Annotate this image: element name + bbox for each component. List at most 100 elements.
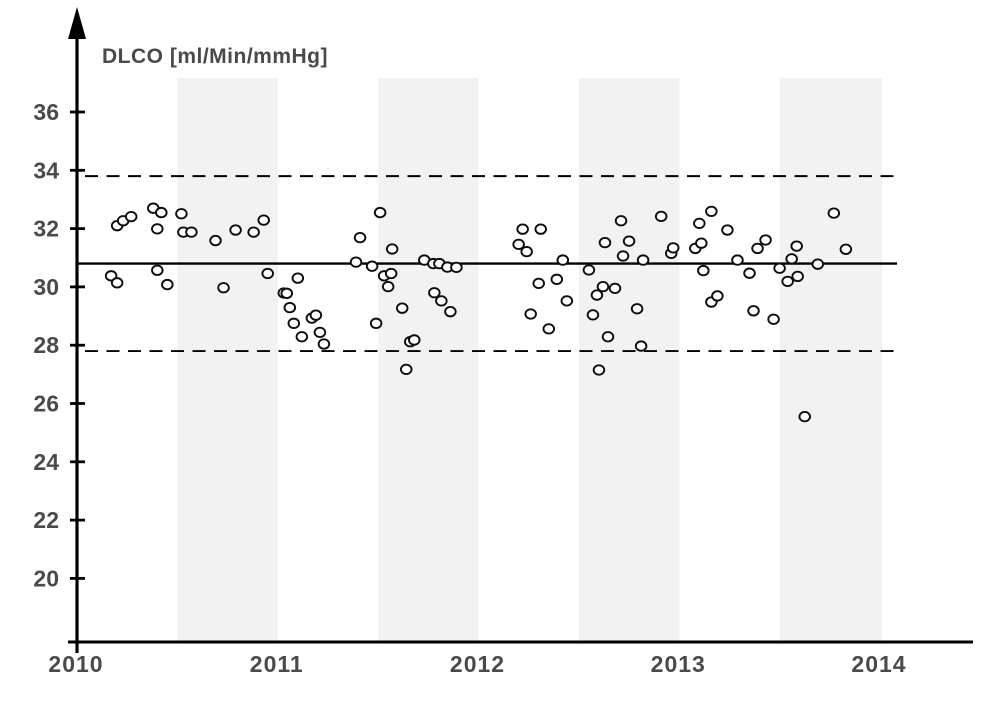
half-year-band <box>177 78 278 642</box>
x-year-label: 2012 <box>450 651 505 677</box>
y-tick-label: 26 <box>33 391 59 417</box>
data-point <box>773 262 786 274</box>
data-point <box>280 287 294 299</box>
data-point <box>124 210 138 223</box>
data-point <box>767 313 780 325</box>
data-point <box>317 338 331 350</box>
data-point <box>209 234 222 247</box>
data-point <box>596 280 610 293</box>
data-point <box>693 217 706 230</box>
data-point <box>666 242 680 254</box>
y-axis-arrowhead <box>68 7 86 39</box>
data-point <box>622 235 636 247</box>
x-year-label: 2011 <box>250 651 304 677</box>
data-point <box>582 264 596 276</box>
data-point <box>261 267 274 280</box>
data-point <box>542 323 556 335</box>
data-point <box>373 206 387 219</box>
y-tick-label: 20 <box>33 565 59 591</box>
data-point <box>435 295 448 307</box>
x-year-label: 2013 <box>651 651 706 677</box>
data-point <box>560 295 574 307</box>
data-point <box>369 317 383 329</box>
data-point <box>229 224 242 236</box>
data-point <box>556 254 570 266</box>
data-point <box>217 282 230 294</box>
data-point <box>512 238 525 250</box>
data-point <box>313 326 327 339</box>
shaded-half-year-bands <box>177 78 883 642</box>
data-point <box>520 245 533 258</box>
y-tick-label: 24 <box>33 449 59 475</box>
control-limit-dashed-lines <box>85 175 896 352</box>
data-point <box>385 243 399 255</box>
data-point <box>450 261 463 274</box>
data-point <box>283 301 297 314</box>
data-point <box>247 226 260 238</box>
data-point <box>811 258 825 270</box>
data-point <box>695 237 708 249</box>
data-point <box>839 243 853 255</box>
data-point <box>532 277 545 290</box>
data-point <box>353 231 367 244</box>
data-point <box>630 303 644 315</box>
half-year-band <box>578 78 680 642</box>
data-point <box>399 363 413 376</box>
y-tick-label: 30 <box>33 274 59 300</box>
data-point <box>384 267 398 280</box>
data-point <box>697 264 710 277</box>
x-year-label: 2014 <box>851 651 906 677</box>
y-tick-label: 34 <box>33 157 59 183</box>
data-point <box>827 207 841 219</box>
data-point <box>534 223 547 235</box>
axes <box>68 7 973 653</box>
data-point <box>287 317 301 329</box>
data-point <box>590 289 604 301</box>
data-point <box>731 254 744 266</box>
chart-title: DLCO [ml/Min/mmHg] <box>102 45 328 68</box>
data-point <box>598 236 612 249</box>
data-point <box>295 331 309 343</box>
data-point <box>550 273 564 285</box>
data-point <box>751 242 764 255</box>
data-point <box>743 267 756 279</box>
data-point <box>110 277 124 289</box>
y-tick-label: 28 <box>33 332 59 358</box>
data-point <box>185 226 198 238</box>
y-tick-label: 32 <box>33 216 59 242</box>
data-point <box>586 309 600 321</box>
data-point <box>614 215 628 227</box>
half-year-band <box>378 78 479 642</box>
data-point <box>781 275 794 288</box>
data-point <box>381 280 395 293</box>
data-point <box>616 250 630 262</box>
x-axis-year-labels: 2010 2011 2012 2013 2014 <box>48 651 906 677</box>
y-axis-ticks-and-labels: 36 34 32 30 28 26 24 22 20 <box>33 99 85 591</box>
data-point <box>161 278 174 291</box>
half-year-band <box>779 78 883 642</box>
data-point <box>291 272 305 284</box>
data-point <box>798 410 811 423</box>
data-point <box>408 334 421 346</box>
data-point <box>721 224 734 236</box>
data-point <box>155 206 168 219</box>
y-tick-label: 22 <box>33 507 59 533</box>
data-point <box>790 240 803 252</box>
x-year-label: 2010 <box>48 651 103 677</box>
y-tick-label: 36 <box>33 99 59 125</box>
data-point <box>524 308 537 320</box>
data-point <box>705 205 718 218</box>
data-point <box>309 309 323 321</box>
data-point <box>608 282 622 295</box>
data-point <box>747 305 760 317</box>
data-point <box>759 234 772 246</box>
data-point <box>444 306 457 318</box>
data-point <box>785 253 798 265</box>
data-point <box>592 364 606 376</box>
data-point <box>634 340 648 352</box>
data-point <box>711 290 724 302</box>
data-point <box>151 264 164 276</box>
data-point <box>175 208 188 220</box>
